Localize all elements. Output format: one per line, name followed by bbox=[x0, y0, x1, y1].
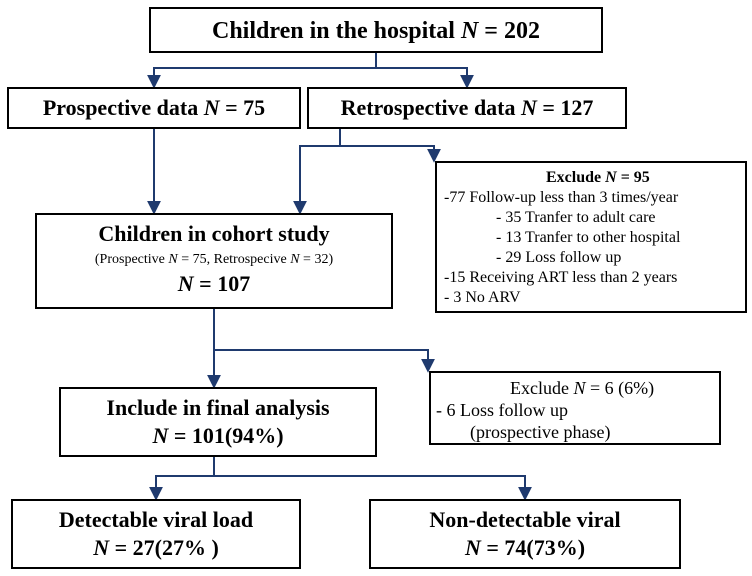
node-final-l1: Include in final analysis bbox=[106, 395, 330, 420]
node-exclude1-line-4: - 29 Loss follow up bbox=[496, 249, 621, 266]
edge-final-detectable bbox=[156, 456, 214, 498]
node-detectable-l1: Detectable viral load bbox=[59, 507, 253, 532]
edge-cohort-exclude2 bbox=[214, 350, 428, 370]
edge-retrospective-cohort bbox=[300, 128, 340, 212]
node-exclude2-line-0: Exclude N = 6 (6%) bbox=[510, 378, 654, 399]
node-exclude1-line-3: - 13 Tranfer to other hospital bbox=[496, 229, 681, 246]
node-cohort-title: Children in cohort study bbox=[98, 221, 329, 246]
node-prospective-label: Prospective data N = 75 bbox=[43, 95, 265, 120]
node-top-label: Children in the hospital N = 202 bbox=[212, 18, 540, 44]
node-retrospective-label: Retrospective data N = 127 bbox=[341, 95, 594, 120]
node-detectable-l2: N = 27(27% ) bbox=[92, 535, 219, 560]
node-nondetectable-l2: N = 74(73%) bbox=[464, 535, 585, 560]
node-exclude1-line-1: -77 Follow-up less than 3 times/year bbox=[444, 189, 679, 206]
node-cohort-sub: (Prospective N = 75, Retrospecive N = 32… bbox=[95, 252, 334, 267]
edge-retrospective-exclude1 bbox=[340, 146, 434, 160]
edge-top-retrospective bbox=[376, 52, 467, 86]
node-exclude1-line-6: - 3 No ARV bbox=[444, 289, 521, 306]
node-exclude2-line-1: - 6 Loss follow up bbox=[436, 400, 568, 420]
edge-final-nondetectable bbox=[214, 456, 525, 498]
node-nondetectable-l1: Non-detectable viral bbox=[429, 507, 620, 532]
node-final-l2: N = 101(94%) bbox=[151, 423, 283, 448]
node-exclude1-line-5: -15 Receiving ART less than 2 years bbox=[444, 269, 677, 286]
node-exclude1-line-0: Exclude N = 95 bbox=[546, 169, 650, 186]
node-exclude1-line-2: - 35 Tranfer to adult care bbox=[496, 209, 656, 226]
edge-top-prospective bbox=[154, 52, 376, 86]
node-cohort-n: N = 107 bbox=[177, 271, 250, 296]
node-exclude2-line-2: (prospective phase) bbox=[470, 422, 610, 443]
flowchart-root: Children in the hospital N = 202 Prospect… bbox=[0, 0, 752, 576]
